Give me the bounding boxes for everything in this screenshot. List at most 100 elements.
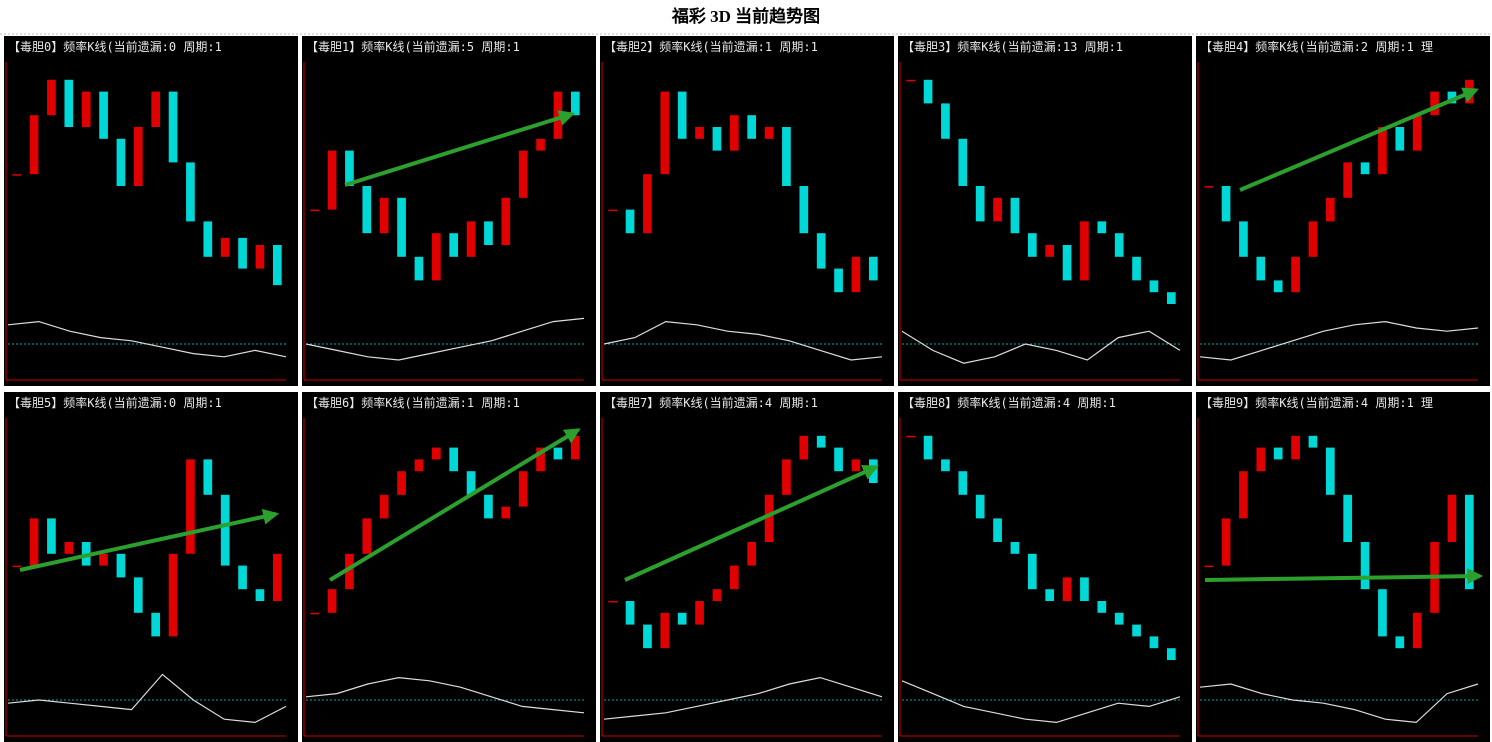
candle	[1166, 292, 1176, 304]
panel-bg	[4, 392, 298, 742]
candle	[625, 601, 635, 625]
candle	[238, 565, 247, 590]
panel-bg	[302, 36, 596, 386]
candle	[1062, 245, 1072, 281]
candle	[553, 447, 563, 460]
candle	[12, 174, 22, 176]
candle	[1325, 447, 1335, 495]
candle	[1325, 197, 1335, 222]
candle	[764, 494, 774, 542]
candle	[712, 589, 722, 601]
candle	[1221, 518, 1231, 566]
candle	[379, 494, 389, 519]
candle	[272, 553, 282, 601]
candle	[362, 518, 372, 554]
candle	[1308, 435, 1318, 448]
candle	[958, 138, 968, 186]
indicator-line	[1199, 320, 1479, 361]
candle	[186, 459, 195, 554]
candle	[1447, 494, 1457, 542]
candle	[1045, 589, 1055, 601]
panel: 【毒胆0】频率K线(当前遗漏:0 周期:1	[4, 36, 298, 386]
arrow	[328, 428, 581, 582]
candle	[238, 237, 247, 269]
candle	[1412, 115, 1422, 151]
candle	[29, 115, 39, 175]
indicator-line	[1199, 683, 1479, 724]
panel-bg	[1196, 392, 1490, 742]
candle	[414, 459, 424, 472]
arrow	[1204, 568, 1484, 585]
candle	[484, 221, 493, 245]
candle	[99, 91, 108, 139]
candle	[1343, 162, 1353, 198]
candle	[975, 186, 985, 222]
panel-title: 【毒胆2】频率K线(当前遗漏:1 周期:1	[604, 39, 818, 54]
candle	[1062, 577, 1072, 601]
candle	[484, 494, 493, 519]
candle	[272, 245, 282, 286]
panel: 【毒胆7】频率K线(当前遗漏:4 周期:1	[600, 392, 894, 742]
candle	[1378, 589, 1387, 637]
candle	[1291, 256, 1300, 293]
candle	[1149, 636, 1159, 649]
candle	[518, 471, 528, 507]
candle	[47, 518, 56, 554]
candle	[906, 79, 916, 82]
candle	[1464, 494, 1474, 590]
indicator-line	[7, 320, 287, 358]
candle	[466, 221, 476, 257]
candle	[1097, 221, 1107, 234]
candle	[677, 612, 687, 625]
panel-bg	[898, 392, 1192, 742]
candle	[255, 589, 265, 601]
candle	[868, 256, 878, 281]
candle	[941, 103, 950, 139]
panel-title: 【毒胆7】频率K线(当前遗漏:4 周期:1	[604, 395, 818, 410]
arrow	[1239, 87, 1479, 192]
candle	[133, 577, 143, 613]
candle	[729, 115, 739, 151]
indicator-line	[901, 680, 1181, 724]
indicator-line	[305, 676, 585, 714]
candle	[799, 186, 809, 234]
indicator-line	[7, 673, 287, 724]
candle	[414, 256, 424, 281]
candle	[1204, 186, 1214, 188]
panel-title: 【毒胆9】频率K线(当前遗漏:4 周期:1 理	[1200, 395, 1433, 410]
candle	[501, 197, 511, 245]
candle	[570, 435, 580, 460]
candle	[397, 197, 406, 257]
candle	[362, 186, 372, 234]
candle	[64, 542, 74, 554]
candle	[1149, 280, 1159, 293]
candle	[608, 209, 618, 212]
candle	[1291, 435, 1300, 460]
candle	[81, 91, 91, 127]
candle	[345, 553, 354, 590]
candle	[1378, 127, 1387, 175]
candle	[1447, 91, 1457, 104]
candle	[993, 197, 1002, 222]
candle	[1308, 221, 1318, 257]
page-title: 福彩 3D 当前趋势图	[671, 6, 820, 26]
candle	[168, 91, 178, 163]
panel-title: 【毒胆8】频率K线(当前遗漏:4 周期:1	[902, 395, 1116, 410]
candle	[1132, 624, 1141, 637]
candle	[1097, 601, 1107, 613]
trend-arrows	[19, 87, 1484, 585]
arrow	[624, 464, 879, 582]
panel-title: 【毒胆5】频率K线(当前遗漏:0 周期:1	[8, 395, 222, 410]
candle	[466, 471, 476, 495]
candle	[1010, 197, 1020, 234]
candle	[1343, 494, 1353, 542]
candle	[397, 471, 406, 495]
candle	[782, 459, 791, 495]
arrow	[344, 110, 576, 187]
panel-title: 【毒胆1】频率K线(当前遗漏:5 周期:1	[306, 39, 520, 54]
candle	[1273, 280, 1283, 293]
candle	[764, 127, 774, 139]
candle	[906, 435, 916, 438]
arrow	[19, 508, 280, 572]
